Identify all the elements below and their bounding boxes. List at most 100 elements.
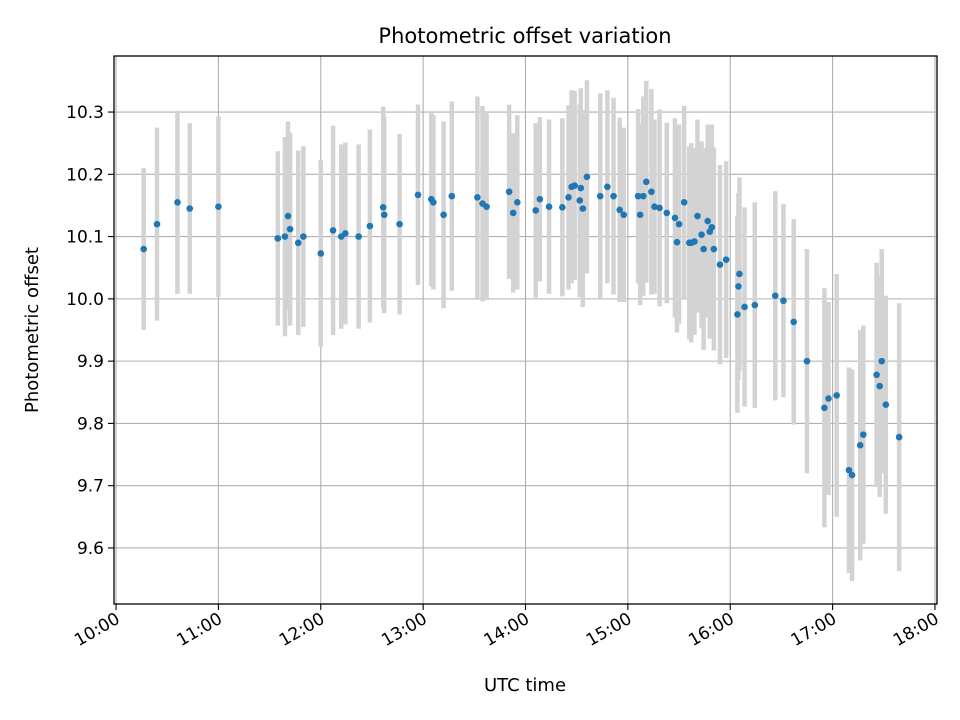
data-point: [604, 183, 611, 191]
data-point: [579, 205, 587, 212]
y-tick-label: 9.7: [77, 477, 104, 497]
y-tick-label: 9.8: [77, 414, 104, 434]
data-point: [274, 235, 282, 242]
data-point: [656, 204, 663, 212]
data-point: [825, 395, 832, 402]
data-point: [878, 357, 886, 365]
data-point: [616, 206, 623, 214]
data-point: [583, 173, 591, 181]
data-point: [734, 311, 741, 318]
data-point: [736, 270, 743, 278]
data-point: [536, 195, 544, 203]
data-point: [698, 231, 705, 239]
data-point: [680, 199, 688, 206]
data-point: [329, 227, 337, 234]
data-point: [342, 230, 349, 237]
x-axis-label: UTC time: [484, 675, 566, 696]
data-point: [430, 199, 437, 206]
data-point: [700, 245, 707, 253]
grid: [114, 56, 937, 604]
data-point: [780, 297, 787, 305]
data-point: [876, 382, 883, 390]
data-point: [474, 194, 481, 201]
y-tick-label: 9.9: [77, 352, 104, 372]
data-points: [140, 173, 903, 479]
y-axis-label: Photometric offset: [22, 247, 43, 413]
data-point: [532, 207, 540, 214]
data-point: [639, 192, 647, 200]
data-point: [414, 191, 422, 199]
data-point: [848, 471, 856, 479]
data-point: [300, 233, 307, 240]
data-point: [355, 233, 362, 240]
data-point: [284, 212, 292, 220]
data-point: [153, 220, 161, 228]
data-point: [708, 223, 716, 231]
data-point: [509, 209, 517, 217]
data-point: [845, 466, 853, 474]
y-axis-ticks: 9.6 9.7 9.8 9.9 10.0 10.1 10.2 10.3: [66, 103, 114, 559]
data-point: [565, 194, 572, 201]
data-point: [620, 211, 628, 219]
data-point: [694, 212, 701, 220]
data-point: [559, 204, 566, 211]
data-point: [895, 433, 903, 441]
data-point: [317, 250, 325, 257]
data-point: [215, 203, 222, 210]
data-point: [673, 238, 681, 246]
data-point: [651, 203, 658, 210]
data-point: [859, 431, 867, 438]
data-point: [663, 209, 671, 217]
data-point: [856, 441, 864, 449]
data-point: [710, 245, 718, 253]
data-point: [691, 238, 698, 245]
data-point: [545, 203, 553, 210]
data-point: [286, 225, 294, 233]
data-point: [634, 192, 642, 200]
data-point: [448, 192, 456, 200]
data-point: [722, 256, 730, 263]
data-point: [642, 178, 650, 186]
data-point: [380, 211, 388, 219]
data-point: [514, 199, 521, 206]
y-tick-label: 10.3: [66, 103, 104, 123]
y-tick-label: 10.0: [66, 290, 104, 310]
data-point: [610, 192, 617, 200]
data-point: [741, 303, 748, 311]
data-point: [379, 204, 387, 211]
data-point: [174, 199, 181, 206]
data-point: [140, 245, 147, 253]
data-point: [771, 292, 779, 300]
data-point: [366, 222, 374, 230]
data-point: [716, 261, 724, 268]
data-point: [281, 233, 289, 240]
data-point: [704, 217, 712, 225]
y-tick-label: 10.2: [66, 165, 104, 185]
y-tick-label: 9.6: [77, 539, 104, 559]
data-point: [648, 188, 655, 196]
data-point: [803, 357, 811, 365]
data-point: [294, 239, 302, 247]
data-point: [675, 220, 683, 228]
data-point: [186, 205, 194, 212]
data-point: [577, 184, 585, 192]
data-point: [751, 301, 759, 309]
data-point: [882, 401, 890, 409]
data-point: [833, 392, 840, 399]
data-point: [671, 214, 679, 222]
data-point: [873, 371, 880, 379]
data-point: [396, 220, 403, 228]
data-point: [596, 192, 604, 200]
data-point: [636, 211, 644, 219]
chart-title: Photometric offset variation: [378, 24, 671, 48]
data-point: [483, 203, 490, 210]
data-point: [790, 318, 797, 326]
data-point: [576, 197, 584, 204]
data-point: [571, 182, 578, 189]
data-point: [735, 283, 742, 290]
data-point: [505, 188, 513, 196]
data-point: [440, 211, 447, 219]
data-point: [821, 404, 828, 412]
